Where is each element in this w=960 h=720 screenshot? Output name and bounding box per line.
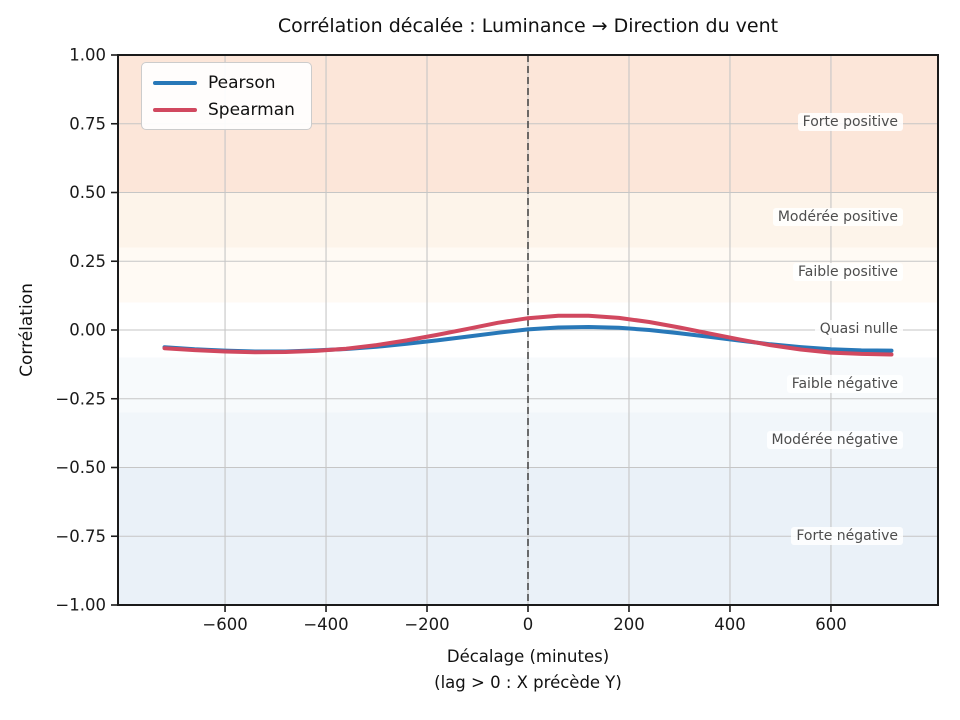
zone-label: Faible négative xyxy=(786,374,903,393)
y-tick-label: 0.25 xyxy=(69,252,106,271)
zone-label: Modérée positive xyxy=(772,208,903,227)
spearman-line-swatch xyxy=(153,107,197,112)
y-tick-label: −0.25 xyxy=(55,389,106,408)
x-axis-label: Décalage (minutes) xyxy=(446,647,610,666)
y-tick-label: −0.75 xyxy=(55,527,106,546)
y-tick-label: 0.75 xyxy=(69,114,106,133)
zone-label: Faible positive xyxy=(793,263,903,282)
legend: Pearson Spearman xyxy=(141,62,312,130)
y-tick-label: 0.00 xyxy=(69,321,106,340)
y-tick-label: −0.50 xyxy=(55,458,106,477)
x-tick-label: −600 xyxy=(202,615,247,634)
x-tick-label: 200 xyxy=(613,615,645,634)
y-tick-label: 0.50 xyxy=(69,183,106,202)
x-axis-sublabel: (lag > 0 : X précède Y) xyxy=(434,673,622,692)
spearman-line xyxy=(162,313,894,357)
x-axis-label-block: Décalage (minutes) (lag > 0 : X précède … xyxy=(118,644,938,696)
y-tick-label: −1.00 xyxy=(55,596,106,615)
zone-label: Forte négative xyxy=(791,527,903,546)
legend-item-pearson: Pearson xyxy=(153,69,295,96)
x-tick-label: 0 xyxy=(523,615,534,634)
x-tick-label: 400 xyxy=(714,615,746,634)
x-tick-label: −400 xyxy=(303,615,348,634)
zone-label: Forte positive xyxy=(797,113,903,132)
x-tick-label: 600 xyxy=(815,615,847,634)
legend-label-spearman: Spearman xyxy=(208,99,295,120)
zone-label: Quasi nulle xyxy=(814,319,903,338)
x-tick-label: −200 xyxy=(404,615,449,634)
y-tick-label: 1.00 xyxy=(69,46,106,65)
y-axis-label: Corrélation xyxy=(17,283,37,377)
legend-item-spearman: Spearman xyxy=(153,96,295,123)
legend-label-pearson: Pearson xyxy=(208,72,276,93)
zone-label: Modérée négative xyxy=(766,431,903,449)
pearson-line-swatch xyxy=(153,80,197,85)
chart-title: Corrélation décalée : Luminance → Direct… xyxy=(277,15,779,37)
